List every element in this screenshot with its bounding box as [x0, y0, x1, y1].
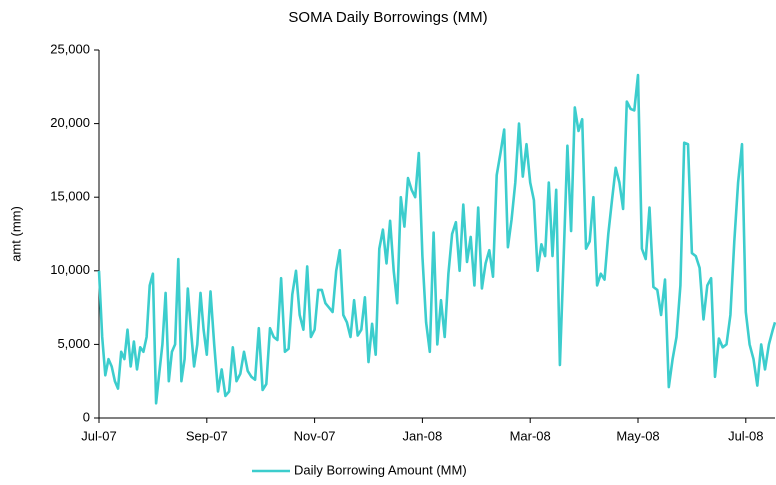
legend: Daily Borrowing Amount (MM) — [252, 462, 467, 477]
x-tick-label: Jul-07 — [81, 428, 116, 443]
data-line — [97, 73, 776, 405]
legend-label: Daily Borrowing Amount (MM) — [294, 462, 467, 477]
y-tick-label: 5,000 — [57, 336, 90, 351]
y-tick-label: 15,000 — [50, 189, 90, 204]
y-tick-label: 10,000 — [50, 262, 90, 277]
x-tick-label: Nov-07 — [294, 428, 336, 443]
y-tick-label: 0 — [83, 409, 90, 424]
y-tick-label: 20,000 — [50, 115, 90, 130]
x-tick-label: May-08 — [616, 428, 659, 443]
x-tick-label: Jul-08 — [728, 428, 763, 443]
x-tick-label: Mar-08 — [510, 428, 551, 443]
chart-title: SOMA Daily Borrowings (MM) — [288, 9, 487, 26]
y-axis-label: amt (mm) — [8, 206, 23, 262]
y-tick-label: 25,000 — [50, 41, 90, 56]
x-tick-label: Sep-07 — [186, 428, 228, 443]
x-tick-label: Jan-08 — [403, 428, 443, 443]
